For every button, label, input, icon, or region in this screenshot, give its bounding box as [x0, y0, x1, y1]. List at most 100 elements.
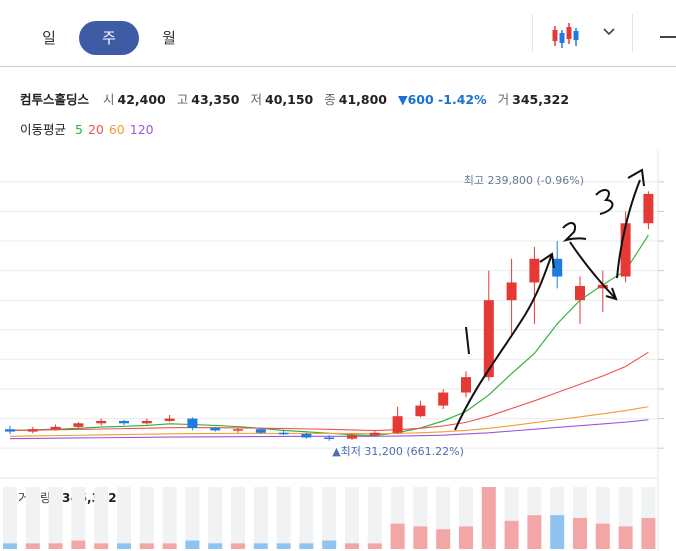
low-value: 40,150 [265, 92, 314, 107]
candle-22 [506, 258, 517, 336]
candle-25 [575, 276, 585, 324]
volume-bar-19 [436, 529, 451, 549]
candle-body [575, 286, 585, 301]
volume-bar-5 [117, 543, 131, 549]
candle-body [210, 428, 221, 431]
moving-average-label: 이동평균 [20, 122, 67, 137]
high-label: 고 [176, 92, 189, 107]
candle-body [5, 429, 15, 432]
tab-day[interactable]: 일 [42, 29, 56, 47]
volume-bar-22 [504, 520, 519, 549]
candle-body [119, 420, 129, 424]
chart-annotations: 최고 239,800 (-0.96%) ▲최저 31,200 (661.22%) [332, 174, 584, 458]
candle-16 [369, 430, 380, 437]
volume-bg-2 [48, 487, 63, 549]
volume-bar-13 [299, 543, 314, 549]
candle-body [347, 435, 357, 439]
volume-bg-7 [162, 487, 177, 549]
candlestick-chart[interactable]: 최고 239,800 (-0.96%) ▲최저 31,200 (661.22%)… [0, 150, 676, 551]
candle-17 [392, 406, 403, 434]
candle-body [369, 432, 380, 436]
toolbar-divider-2 [632, 14, 633, 52]
volume-bar-1 [25, 543, 40, 549]
candle-body [506, 282, 517, 301]
volume-panel: 거래량 345,322 [0, 477, 658, 549]
change-value: ▼600 -1.42% [398, 92, 487, 107]
volume-bar-9 [208, 543, 223, 549]
candle-4 [96, 418, 107, 426]
volume-bg-1 [25, 487, 40, 549]
period-toolbar: 일 주 월 [0, 0, 676, 67]
candle-5 [119, 419, 129, 426]
volume-bg-3 [71, 487, 86, 549]
volume-bar-24 [550, 515, 565, 549]
ma-60-label[interactable]: 60 [108, 122, 125, 137]
minus-icon[interactable] [660, 36, 676, 38]
volume-bar-10 [231, 543, 245, 549]
stock-name: 컴투스홀딩스 [20, 92, 90, 107]
candle-body [461, 377, 471, 393]
candle-body [415, 405, 426, 417]
volume-bg-6 [139, 487, 154, 549]
candle-body [324, 437, 335, 440]
volume-bar-16 [367, 543, 382, 549]
volume-bar-4 [94, 543, 109, 549]
candle-body [620, 223, 631, 277]
volume-bg-8 [185, 487, 200, 549]
candle-body [164, 418, 175, 421]
chevron-down-icon[interactable] [600, 22, 618, 42]
candlestick-icon[interactable] [548, 20, 584, 52]
hand-drawn-annotations [454, 168, 645, 431]
ma-120-label[interactable]: 120 [129, 122, 154, 137]
ma-20-label[interactable]: 20 [87, 122, 104, 137]
volume-bar-8 [185, 540, 200, 549]
volume-bg-15 [345, 487, 359, 549]
chart-grid [0, 181, 658, 449]
volume-bar-27 [618, 526, 633, 549]
volume-bar-25 [573, 518, 587, 549]
volume-bar-11 [253, 543, 268, 549]
ma-5-label[interactable]: 5 [75, 122, 83, 137]
volume-panel-value: 345,322 [62, 491, 117, 505]
volume-bar-21 [481, 487, 496, 549]
tab-week[interactable]: 주 [79, 21, 139, 55]
candle-1 [27, 426, 38, 434]
candle-body [392, 416, 403, 433]
candle-26 [597, 270, 608, 313]
volume-bg-0 [3, 487, 17, 549]
volume-bg-10 [231, 487, 245, 549]
candle-13 [301, 432, 312, 439]
toolbar-divider [532, 14, 533, 52]
ma20-line [9, 351, 649, 432]
candle-21 [483, 270, 494, 381]
high-value: 43,350 [191, 92, 240, 107]
candle-20 [461, 371, 471, 398]
volume-bar-12 [276, 543, 291, 549]
candle-0 [5, 425, 15, 434]
candle-body [73, 423, 84, 427]
candle-body [597, 284, 608, 289]
volume-bar-17 [390, 523, 405, 549]
close-label: 종 [324, 92, 336, 107]
volume-bg-16 [367, 487, 382, 549]
candle-body [255, 429, 266, 433]
open-label: 시 [103, 92, 115, 107]
price-axis [658, 181, 664, 449]
volume-label: 거 [497, 92, 510, 107]
candle-body [552, 258, 563, 277]
candle-body [50, 426, 61, 430]
ma60-line [9, 406, 649, 437]
volume-bar-7 [162, 543, 177, 549]
stock-quote-line: 컴투스홀딩스 시 42,400 고 43,350 저 40,150 종 41,800 ▼… [20, 89, 576, 108]
candle-15 [347, 433, 357, 440]
tab-month[interactable]: 월 [162, 29, 176, 47]
candle-body [27, 429, 38, 432]
close-value: 41,800 [338, 92, 388, 107]
candle-14 [324, 435, 335, 441]
volume-bar-26 [595, 523, 610, 549]
volume-bg-4 [94, 487, 109, 549]
low-label: 저 [250, 92, 263, 107]
candle-body [529, 258, 540, 283]
candle-body [483, 300, 494, 378]
volume-bg-12 [276, 487, 291, 549]
